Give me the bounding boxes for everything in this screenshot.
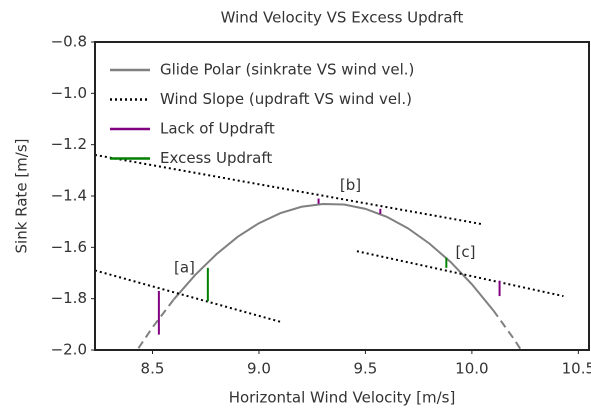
y-tick-label: −0.8: [51, 33, 87, 51]
x-axis-label: Horizontal Wind Velocity [m/s]: [229, 389, 456, 407]
y-tick-label: −2.0: [51, 341, 87, 359]
y-tick-label: −1.2: [51, 135, 87, 153]
x-tick-label: 10.0: [455, 360, 488, 378]
legend-label: Lack of Updraft: [160, 120, 275, 138]
glide-polar: [492, 309, 523, 350]
legend-label: Wind Slope (updraft VS wind vel.): [160, 90, 412, 108]
chart-title: Wind Velocity VS Excess Updraft: [221, 9, 464, 27]
x-tick-label: 8.5: [141, 360, 165, 378]
x-tick-label: 9.5: [353, 360, 377, 378]
x-tick-label: 10.5: [562, 360, 591, 378]
annotation: [c]: [456, 243, 476, 261]
plot-frame: [94, 41, 590, 351]
annotation: [b]: [340, 176, 361, 194]
y-tick-label: −1.0: [51, 84, 87, 102]
plot-area: [95, 153, 564, 350]
x-tick-label: 9.0: [247, 360, 271, 378]
wind-slope: [356, 250, 564, 298]
wind-slope: [95, 153, 483, 226]
annotation: [a]: [174, 258, 195, 276]
glide-polar: [173, 202, 494, 311]
wind-slope: [95, 269, 281, 323]
legend-label: Excess Updraft: [160, 149, 272, 167]
y-tick-label: −1.8: [51, 289, 87, 307]
y-tick-label: −1.4: [51, 187, 87, 205]
y-axis-label: Sink Rate [m/s]: [13, 139, 31, 254]
y-tick-label: −1.6: [51, 238, 87, 256]
legend-label: Glide Polar (sinkrate VS wind vel.): [160, 61, 414, 79]
